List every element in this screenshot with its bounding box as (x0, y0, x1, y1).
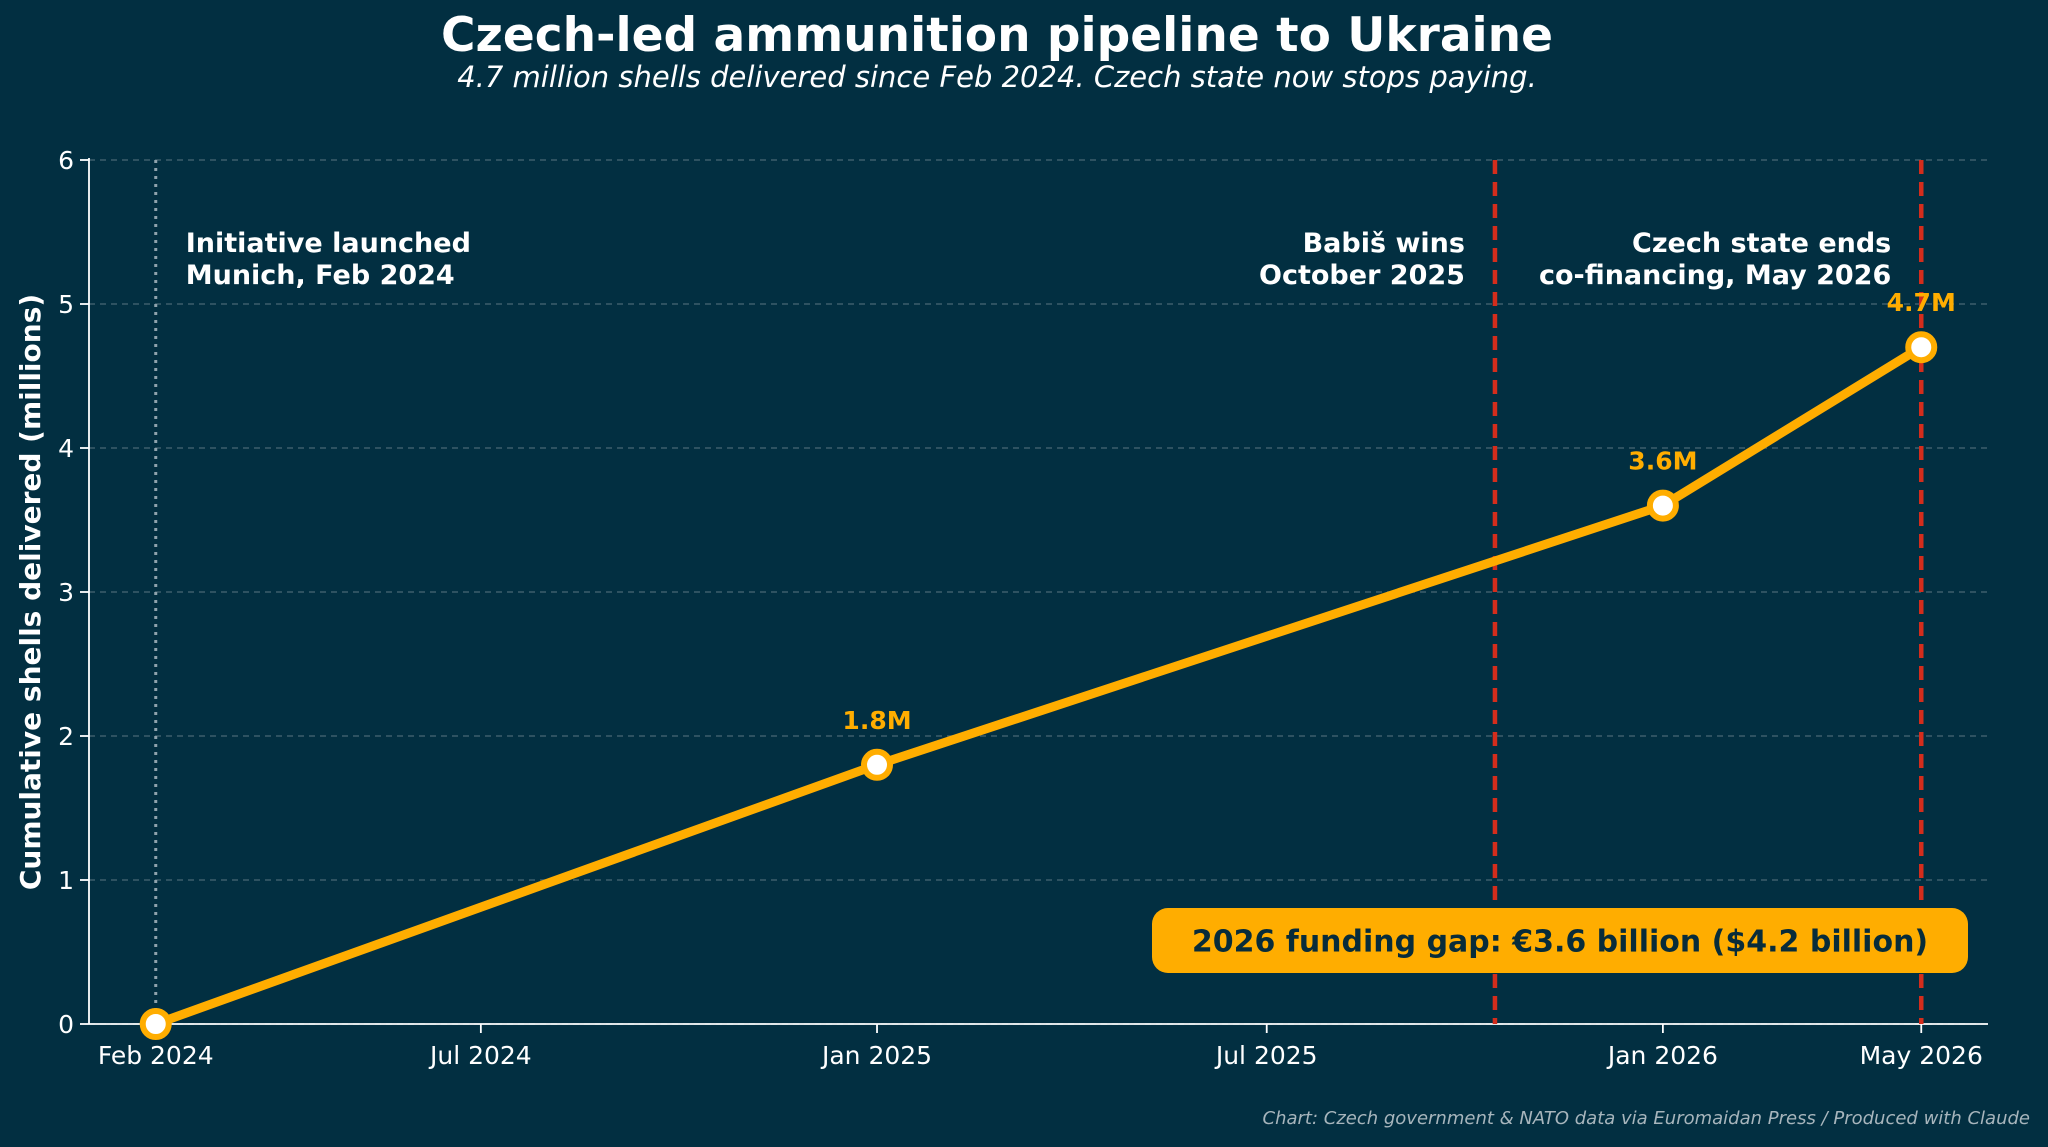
x-tick-label: Jan 2026 (1606, 1041, 1718, 1070)
x-tick-label: Jul 2024 (428, 1041, 532, 1070)
y-tick-label: 6 (58, 146, 74, 175)
data-point-marker (1905, 331, 1938, 364)
x-tick-label: Feb 2024 (98, 1041, 214, 1070)
event-annotation: Babiš wins (1303, 228, 1465, 259)
callout-text: 2026 funding gap: €3.6 billion ($4.2 bil… (1192, 925, 1928, 960)
data-label: 3.6M (1628, 447, 1697, 476)
y-tick-label: 2 (58, 722, 74, 751)
series-line (151, 342, 1926, 1029)
event-annotation: October 2025 (1259, 260, 1465, 291)
chart-subtitle: 4.7 million shells delivered since Feb 2… (457, 60, 1537, 94)
callout-box (1152, 908, 1968, 973)
chart-title: Czech-led ammunition pipeline to Ukraine (440, 8, 1553, 63)
event-annotation: Munich, Feb 2024 (186, 260, 455, 291)
source-note: Chart: Czech government & NATO data via … (1262, 1108, 2031, 1129)
y-tick-label: 0 (58, 1010, 74, 1039)
y-tick-label: 4 (58, 434, 74, 463)
y-tick-label: 1 (58, 866, 74, 895)
funding-gap-callout: 2026 funding gap: €3.6 billion ($4.2 bil… (1152, 908, 1968, 973)
x-tick-label: Jul 2025 (1214, 1041, 1318, 1070)
data-label: 4.7M (1887, 288, 1956, 317)
x-tick-label: Jan 2025 (820, 1041, 932, 1070)
data-label: 1.8M (842, 706, 911, 735)
x-tick-label: May 2026 (1860, 1041, 1983, 1070)
event-annotation: co-financing, May 2026 (1539, 260, 1891, 291)
data-point-marker (1646, 489, 1679, 522)
data-point-marker (139, 1008, 172, 1040)
y-axis-label: Cumulative shells delivered (millions) (14, 294, 47, 890)
y-tick-label: 5 (58, 290, 74, 319)
event-annotation: Initiative launched (186, 228, 471, 259)
data-point-marker (861, 748, 894, 781)
event-annotation: Czech state ends (1632, 228, 1891, 259)
y-tick-label: 3 (58, 578, 74, 607)
